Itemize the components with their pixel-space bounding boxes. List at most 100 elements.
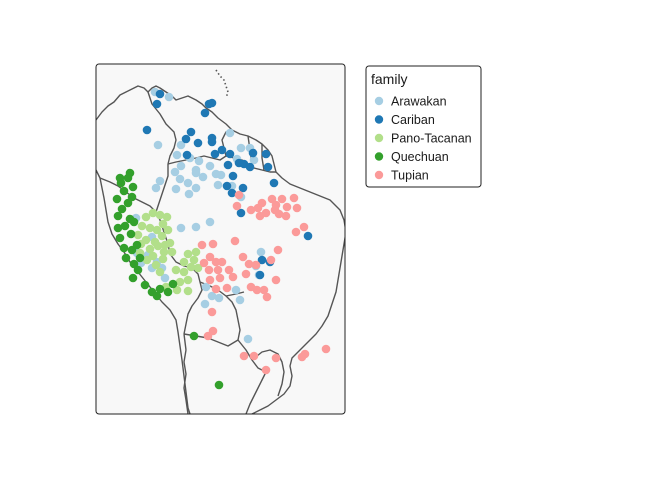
point-quechuan — [129, 217, 139, 227]
point-cariban — [245, 162, 255, 172]
point-quechuan — [152, 291, 162, 301]
point-tupian — [274, 209, 284, 219]
point-tupian — [207, 307, 217, 317]
point-arawakan — [175, 174, 185, 184]
point-cariban — [193, 138, 203, 148]
point-pano — [155, 210, 165, 220]
point-tupian — [238, 252, 248, 262]
point-quechuan — [126, 229, 136, 239]
point-tupian — [321, 344, 331, 354]
point-cariban — [227, 188, 237, 198]
point-quechuan — [117, 204, 127, 214]
point-cariban — [142, 125, 152, 135]
island-chain — [215, 69, 229, 99]
point-pano — [183, 275, 193, 285]
point-tupian — [259, 285, 269, 295]
point-quechuan — [214, 380, 224, 390]
map-frame — [95, 63, 346, 415]
point-cariban — [225, 149, 235, 159]
point-quechuan — [115, 233, 125, 243]
point-tupian — [208, 239, 218, 249]
point-arawakan — [214, 293, 224, 303]
point-arawakan — [231, 285, 241, 295]
point-tupian — [239, 351, 249, 361]
point-arawakan — [207, 291, 217, 301]
point-arawakan — [191, 183, 201, 193]
point-quechuan — [163, 287, 173, 297]
legend-key-tupian — [374, 170, 384, 180]
point-tupian — [267, 194, 277, 204]
point-quechuan — [140, 280, 150, 290]
point-arawakan — [191, 222, 201, 232]
point-arawakan — [213, 180, 223, 190]
point-pano — [145, 223, 155, 233]
legend-key-pano — [374, 133, 384, 143]
point-tupian — [271, 275, 281, 285]
point-pano — [193, 263, 203, 273]
point-cariban — [207, 133, 217, 143]
legend-items: Arawakan Cariban Pano-Tacanan Quechuan Tupia… — [374, 95, 472, 183]
point-tupian — [257, 198, 267, 208]
point-arawakan — [191, 168, 201, 178]
point-arawakan — [153, 140, 163, 150]
point-quechuan — [120, 221, 130, 231]
point-arawakan — [151, 183, 161, 193]
point-arawakan — [225, 128, 235, 138]
point-tupian — [281, 211, 291, 221]
point-tupian — [251, 260, 261, 270]
point-tupian — [244, 259, 254, 269]
point-quechuan — [128, 182, 138, 192]
point-pano — [179, 267, 189, 277]
legend-key-cariban — [374, 115, 384, 124]
point-quechuan — [132, 240, 142, 250]
point-pano — [151, 260, 161, 270]
point-cariban — [248, 148, 258, 158]
point-pano — [153, 241, 163, 251]
point-pano — [145, 244, 155, 254]
point-quechuan — [189, 331, 199, 341]
point-arawakan — [183, 178, 193, 188]
point-pano — [137, 221, 147, 231]
point-pano — [158, 254, 168, 264]
point-pano — [167, 247, 177, 257]
point-cariban — [210, 149, 220, 159]
border-bolivia-south — [183, 333, 267, 373]
point-arawakan — [194, 156, 204, 166]
point-cariban — [182, 150, 192, 160]
point-tupian — [204, 265, 214, 275]
border-venezuela-brazil — [167, 129, 233, 165]
point-quechuan — [113, 223, 123, 233]
point-arawakan — [256, 247, 266, 257]
point-cariban — [155, 89, 165, 99]
point-cariban — [228, 171, 238, 181]
point-arawakan — [198, 172, 208, 182]
point-quechuan — [133, 265, 143, 275]
point-cariban — [217, 145, 227, 155]
point-pano — [186, 262, 196, 272]
point-quechuan — [119, 243, 129, 253]
point-arawakan — [170, 167, 180, 177]
point-pano — [183, 249, 193, 259]
point-pano — [155, 267, 165, 277]
point-cariban — [257, 255, 267, 265]
legend-box — [365, 65, 482, 188]
point-pano — [148, 208, 158, 218]
point-cariban — [152, 99, 162, 109]
point-quechuan — [168, 279, 178, 289]
legend-label-tupian: Tupian — [391, 169, 429, 183]
point-pano — [157, 231, 167, 241]
point-tupian — [215, 273, 225, 283]
point-arawakan — [249, 155, 259, 165]
point-pano — [175, 277, 185, 287]
point-tupian — [299, 222, 309, 232]
point-arawakan — [155, 176, 165, 186]
point-arawakan — [205, 217, 215, 227]
point-arawakan — [172, 150, 182, 160]
point-tupian — [249, 351, 259, 361]
point-tupian — [282, 202, 292, 212]
point-tupian — [262, 292, 272, 302]
point-tupian — [261, 365, 271, 375]
point-tupian — [266, 255, 276, 265]
point-pano — [183, 286, 193, 296]
point-pano — [152, 225, 162, 235]
